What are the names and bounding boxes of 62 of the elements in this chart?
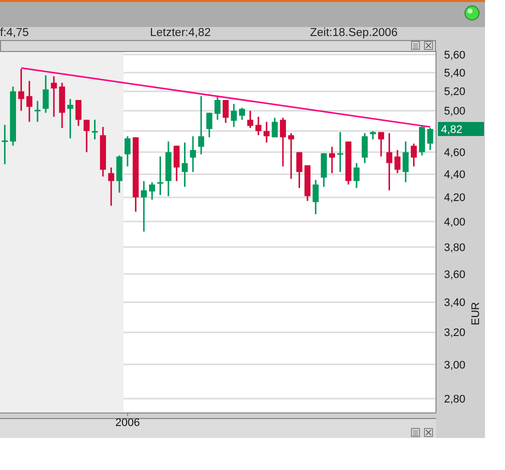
candlestick xyxy=(362,132,368,164)
y-tick-label: 4,60 xyxy=(444,147,466,160)
candlestick xyxy=(92,119,98,140)
candlestick xyxy=(67,98,74,140)
candlestick xyxy=(18,68,24,112)
y-tick-label: 3,80 xyxy=(444,242,466,254)
text: Zeit:18.Sep.2006 xyxy=(310,27,398,39)
candlestick xyxy=(386,132,392,192)
candlestick xyxy=(378,131,384,158)
candlestick xyxy=(402,140,409,183)
candlestick xyxy=(272,117,278,138)
candlestick xyxy=(354,162,360,189)
candlestick xyxy=(198,95,204,156)
candlestick xyxy=(157,156,164,196)
candlestick xyxy=(42,74,49,114)
candlestick xyxy=(50,76,57,118)
candlestick xyxy=(280,117,286,168)
candlestick xyxy=(2,124,8,165)
candlestick xyxy=(230,103,237,128)
candlestick xyxy=(264,121,270,144)
candlestick xyxy=(288,132,294,180)
candlestick xyxy=(84,119,90,153)
text: 4,82 xyxy=(441,124,462,136)
y-tick-label: 5,40 xyxy=(444,67,466,80)
y-tick-label: 5,00 xyxy=(444,106,466,118)
candlestick xyxy=(427,127,434,151)
y-tick-label: 5,20 xyxy=(444,86,466,98)
y-tick-label: 4,20 xyxy=(444,192,466,204)
x-tick-label: 2006 xyxy=(115,416,140,429)
candlestick xyxy=(206,112,212,138)
candlestick xyxy=(255,116,262,136)
y-tick-label: 4,00 xyxy=(444,216,466,228)
candlestick xyxy=(124,136,131,168)
y-tick-label: 2,80 xyxy=(444,394,466,406)
candlestick xyxy=(222,99,229,124)
y-tick-label: 3,20 xyxy=(444,327,466,340)
candlestick xyxy=(190,136,196,173)
candlestick xyxy=(108,166,114,206)
candlestick xyxy=(312,179,319,215)
text: Letzter:4,82 xyxy=(150,27,211,39)
candlestick xyxy=(410,142,417,168)
candlestick xyxy=(296,151,302,189)
y-axis-title: EUR xyxy=(470,302,482,326)
candlestick xyxy=(75,99,82,127)
text: f:4,75 xyxy=(0,27,29,39)
y-tick-label: 5,60 xyxy=(444,49,466,62)
candlestick xyxy=(174,144,180,182)
candlestick xyxy=(239,107,246,121)
candlestick xyxy=(34,100,41,123)
candlestick xyxy=(329,146,336,174)
y-tick-label: 4,40 xyxy=(444,169,466,182)
candlestick xyxy=(149,181,156,200)
y-tick-label: 3,40 xyxy=(444,297,466,310)
candlestick xyxy=(394,149,400,174)
candlestick xyxy=(140,180,147,232)
candlestick xyxy=(182,142,188,188)
y-tick-label: 3,60 xyxy=(444,268,466,281)
candlestick xyxy=(214,95,220,121)
candlestick xyxy=(337,131,344,173)
candlestick xyxy=(247,110,254,129)
candlestick xyxy=(26,80,32,123)
y-tick-label: 3,00 xyxy=(444,359,466,372)
